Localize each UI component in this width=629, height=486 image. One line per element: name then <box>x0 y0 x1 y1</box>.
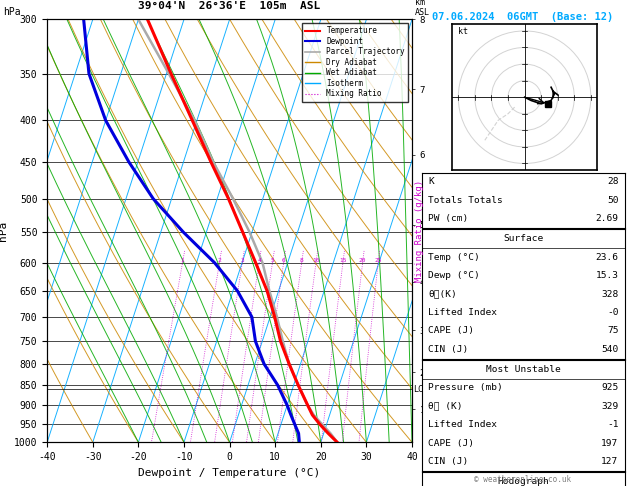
Text: CIN (J): CIN (J) <box>428 457 469 466</box>
Text: 925: 925 <box>601 383 618 392</box>
Text: 75: 75 <box>607 327 618 335</box>
Text: θᴇ(K): θᴇ(K) <box>428 290 457 298</box>
Text: Dewp (°C): Dewp (°C) <box>428 271 480 280</box>
Text: 15: 15 <box>339 258 347 263</box>
Text: 4: 4 <box>257 258 261 263</box>
Text: -1: -1 <box>607 420 618 429</box>
Text: 6: 6 <box>282 258 286 263</box>
Text: 1: 1 <box>181 258 184 263</box>
Text: 5: 5 <box>270 258 274 263</box>
Text: CAPE (J): CAPE (J) <box>428 439 474 448</box>
Text: 127: 127 <box>601 457 618 466</box>
Text: Lifted Index: Lifted Index <box>428 420 497 429</box>
Text: 20: 20 <box>359 258 366 263</box>
Text: CAPE (J): CAPE (J) <box>428 327 474 335</box>
Text: Temp (°C): Temp (°C) <box>428 253 480 261</box>
Text: K: K <box>428 177 434 186</box>
Y-axis label: hPa: hPa <box>0 221 8 241</box>
X-axis label: Dewpoint / Temperature (°C): Dewpoint / Temperature (°C) <box>138 468 321 478</box>
Text: Most Unstable: Most Unstable <box>486 365 560 374</box>
Text: CIN (J): CIN (J) <box>428 345 469 354</box>
Text: Surface: Surface <box>503 234 543 243</box>
Text: θᴇ (K): θᴇ (K) <box>428 402 463 411</box>
Text: 2.69: 2.69 <box>596 214 618 223</box>
Text: Totals Totals: Totals Totals <box>428 196 503 205</box>
Text: 540: 540 <box>601 345 618 354</box>
Text: © weatheronline.co.uk: © weatheronline.co.uk <box>474 474 572 484</box>
Text: 25: 25 <box>374 258 382 263</box>
Text: hPa: hPa <box>3 7 21 17</box>
Text: 3: 3 <box>240 258 244 263</box>
Text: 197: 197 <box>601 439 618 448</box>
Text: Lifted Index: Lifted Index <box>428 308 497 317</box>
Text: Pressure (mb): Pressure (mb) <box>428 383 503 392</box>
Text: 28: 28 <box>607 177 618 186</box>
Text: Hodograph: Hodograph <box>498 477 549 486</box>
Text: 39°04'N  26°36'E  105m  ASL: 39°04'N 26°36'E 105m ASL <box>138 1 321 11</box>
Text: 2: 2 <box>218 258 221 263</box>
Text: kt: kt <box>459 27 469 36</box>
Text: 329: 329 <box>601 402 618 411</box>
Legend: Temperature, Dewpoint, Parcel Trajectory, Dry Adiabat, Wet Adiabat, Isotherm, Mi: Temperature, Dewpoint, Parcel Trajectory… <box>302 23 408 102</box>
Text: 10: 10 <box>312 258 320 263</box>
Text: LCL: LCL <box>413 385 428 394</box>
Text: 07.06.2024  06GMT  (Base: 12): 07.06.2024 06GMT (Base: 12) <box>432 12 614 22</box>
Text: 8: 8 <box>300 258 304 263</box>
Y-axis label: km
ASL: km ASL <box>437 231 455 252</box>
Text: Mixing Ratio (g/kg): Mixing Ratio (g/kg) <box>415 180 424 282</box>
Text: -0: -0 <box>607 308 618 317</box>
Text: 23.6: 23.6 <box>596 253 618 261</box>
Text: km
ASL: km ASL <box>415 0 430 17</box>
Text: 328: 328 <box>601 290 618 298</box>
Text: 15.3: 15.3 <box>596 271 618 280</box>
Text: PW (cm): PW (cm) <box>428 214 469 223</box>
Text: 50: 50 <box>607 196 618 205</box>
